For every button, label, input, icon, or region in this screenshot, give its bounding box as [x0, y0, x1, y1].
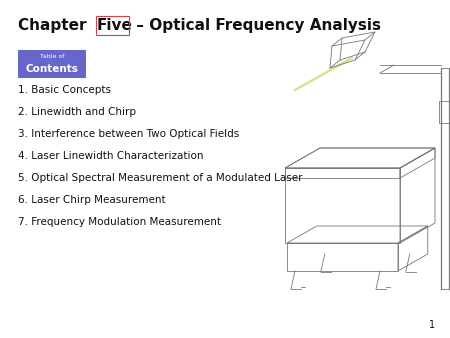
- Text: 4. Laser Linewidth Characterization: 4. Laser Linewidth Characterization: [18, 151, 203, 161]
- Text: Table of: Table of: [40, 54, 64, 59]
- Text: 6. Laser Chirp Measurement: 6. Laser Chirp Measurement: [18, 195, 166, 205]
- Text: 3. Interference between Two Optical Fields: 3. Interference between Two Optical Fiel…: [18, 129, 239, 139]
- Text: 7. Frequency Modulation Measurement: 7. Frequency Modulation Measurement: [18, 217, 221, 227]
- Text: – Optical Frequency Analysis: – Optical Frequency Analysis: [131, 18, 381, 33]
- FancyBboxPatch shape: [18, 50, 86, 78]
- Text: 2. Linewidth and Chirp: 2. Linewidth and Chirp: [18, 107, 136, 117]
- Text: Contents: Contents: [26, 64, 78, 74]
- Text: 5. Optical Spectral Measurement of a Modulated Laser: 5. Optical Spectral Measurement of a Mod…: [18, 173, 302, 183]
- Text: 1. Basic Concepts: 1. Basic Concepts: [18, 85, 111, 95]
- Text: Chapter: Chapter: [18, 18, 92, 33]
- Text: Five: Five: [97, 18, 133, 33]
- Text: 1: 1: [429, 320, 435, 330]
